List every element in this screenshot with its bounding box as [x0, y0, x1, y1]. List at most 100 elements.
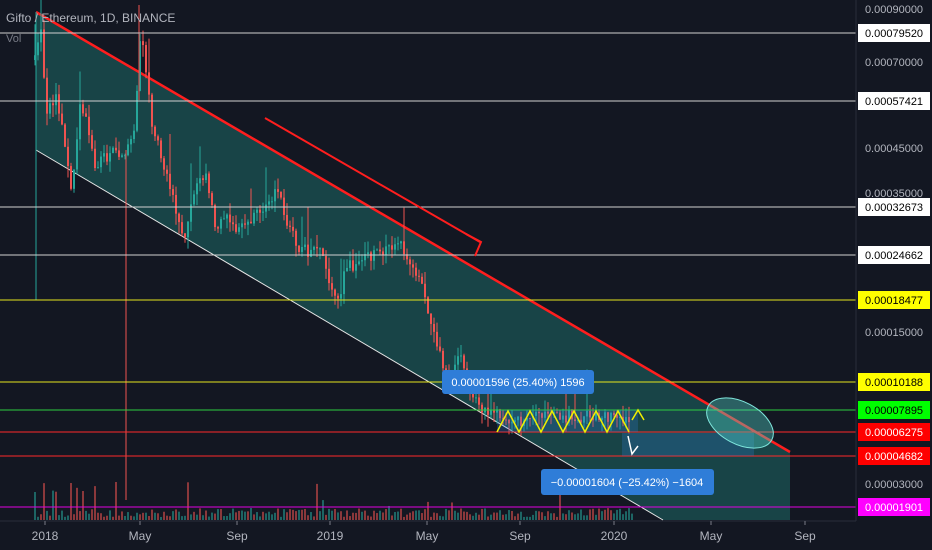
volume-bar: [484, 508, 486, 520]
candle: [265, 167, 267, 219]
candle: [133, 124, 135, 144]
volume-bar: [340, 511, 342, 520]
price-level-label: 0.00010188: [858, 373, 930, 391]
candle: [55, 82, 57, 115]
highlight-ellipse: [706, 397, 774, 449]
candle: [364, 242, 366, 267]
candle: [46, 68, 48, 126]
volume-bar: [76, 487, 78, 520]
volume-bar: [436, 513, 438, 520]
volume-bar: [142, 512, 144, 520]
candle: [214, 203, 216, 232]
candle: [37, 32, 39, 61]
candle: [127, 138, 129, 157]
svg-text:0.00079520: 0.00079520: [865, 28, 923, 40]
volume-bar: [433, 512, 435, 520]
volume-bar: [118, 515, 120, 520]
candle: [463, 353, 465, 370]
candle: [241, 218, 243, 239]
volume-bar: [322, 500, 324, 520]
volume-bar: [373, 510, 375, 520]
volume-bar: [310, 512, 312, 520]
x-tick-label: May: [700, 529, 723, 543]
volume-bar: [346, 510, 348, 520]
x-tick-label: May: [416, 529, 439, 543]
x-tick-label: Sep: [794, 529, 816, 543]
volume-bar: [259, 516, 261, 520]
volume-bar: [631, 513, 633, 520]
candle: [208, 171, 210, 199]
volume-bar: [583, 515, 585, 520]
candle: [526, 410, 528, 430]
volume-bar: [34, 491, 36, 520]
resistance-trendline: [35, 10, 791, 454]
volume-bar: [193, 511, 195, 520]
volume-bar: [304, 508, 306, 520]
volume-bar: [604, 509, 606, 520]
volume-bar: [385, 509, 387, 520]
candle: [412, 259, 414, 278]
volume-bar: [403, 516, 405, 520]
volume-bar: [208, 516, 210, 520]
candle: [250, 188, 252, 224]
volume-bar: [313, 516, 315, 520]
volume-bar: [148, 516, 150, 520]
arrow-head: [465, 233, 483, 257]
candle: [499, 408, 501, 422]
candle: [43, 19, 45, 79]
drawings-layer: 0.00001596 (25.40%) 1596 −0.00001604 (−25…: [264, 117, 774, 495]
volume-bar: [319, 511, 321, 520]
candle: [403, 207, 405, 261]
volume-bar: [151, 509, 153, 520]
candle: [226, 213, 228, 229]
candle: [517, 415, 519, 427]
price-level-label: 0.00004682: [858, 447, 930, 465]
volume-bar: [349, 516, 351, 520]
volume-bar: [154, 512, 156, 520]
candle: [121, 153, 123, 158]
volume-bar: [427, 501, 429, 520]
candle: [229, 203, 231, 232]
volume-bar: [130, 515, 132, 520]
candle: [244, 214, 246, 229]
candle: [184, 232, 186, 243]
volume-bar: [217, 509, 219, 520]
candle: [73, 169, 75, 193]
volume-bar: [85, 510, 87, 520]
volume-bar: [511, 510, 513, 520]
candle: [163, 155, 165, 176]
candle: [628, 406, 630, 434]
svg-text:0.00024662: 0.00024662: [865, 250, 923, 262]
volume-bar: [412, 511, 414, 520]
candle: [295, 228, 297, 257]
candle: [619, 409, 621, 430]
volume-bar: [541, 512, 543, 520]
candle: [340, 258, 342, 307]
candle: [181, 214, 183, 237]
candle: [562, 408, 564, 424]
volume-bar: [592, 508, 594, 520]
volume-bar: [364, 510, 366, 520]
volume-bar: [145, 512, 147, 520]
volume-bar: [331, 510, 333, 520]
candle: [415, 262, 417, 282]
candle: [211, 191, 213, 209]
candle: [439, 337, 441, 353]
volume-bar: [226, 515, 228, 520]
candle: [493, 402, 495, 422]
candle: [40, 0, 42, 52]
candle: [247, 219, 249, 236]
candle: [172, 184, 174, 203]
candle: [370, 250, 372, 271]
volume-bar: [439, 515, 441, 520]
candle: [142, 30, 144, 57]
candle: [205, 163, 207, 184]
volume-bar: [49, 515, 51, 520]
svg-text:0.00057421: 0.00057421: [865, 96, 923, 108]
volume-bar: [370, 516, 372, 520]
volume-bar: [190, 514, 192, 520]
volume-bar: [610, 510, 612, 520]
candle: [394, 237, 396, 255]
